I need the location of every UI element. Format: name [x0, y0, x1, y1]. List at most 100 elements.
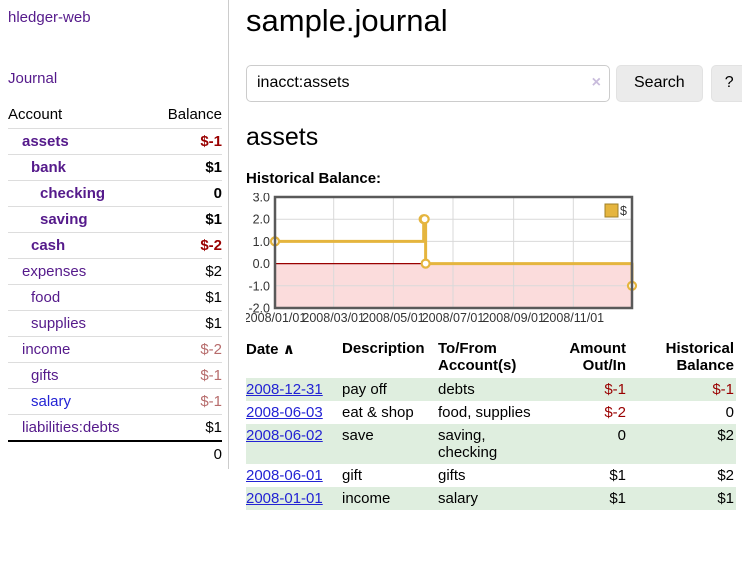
date-column-header[interactable]: Date ∧ [246, 340, 295, 358]
transaction-description: pay off [342, 377, 438, 401]
svg-text:0.0: 0.0 [253, 257, 270, 271]
account-balance: $-2 [152, 336, 222, 363]
account-row: salary $-1 [8, 388, 222, 415]
account-row: expenses $2 [8, 258, 222, 285]
account-balance-table: Account Balance assets $-1 bank $1 check… [8, 102, 222, 467]
register-row: 2008-06-01 gift gifts $1 $2 [246, 464, 736, 487]
transaction-accounts: debts [438, 377, 550, 401]
account-link[interactable]: expenses [22, 263, 87, 280]
svg-text:2008/09/01: 2008/09/01 [482, 311, 545, 325]
data-point-marker [419, 213, 430, 224]
transaction-date-link[interactable]: 2008-06-02 [246, 426, 323, 444]
account-link[interactable]: bank [31, 159, 67, 176]
transaction-balance: $2 [638, 423, 736, 464]
account-balance: $-1 [152, 388, 222, 415]
account-row: supplies $1 [8, 310, 222, 337]
transaction-date-link[interactable]: 2008-06-03 [246, 403, 323, 421]
account-total-row: 0 [8, 440, 222, 467]
main-content: sample.journal × Search ? assets Histori… [229, 0, 742, 510]
register-row: 2008-06-03 eat & shop food, supplies $-2… [246, 401, 736, 424]
transaction-date-link[interactable]: 2008-12-31 [246, 380, 323, 398]
account-link[interactable]: salary [31, 393, 72, 410]
account-balance: $1 [152, 414, 222, 441]
account-balance: $1 [152, 310, 222, 337]
account-link[interactable]: checking [40, 185, 106, 202]
account-page-title: assets [246, 122, 319, 151]
account-row: food $1 [8, 284, 222, 311]
sidebar-item-journal[interactable]: Journal [8, 70, 58, 87]
account-link[interactable]: cash [31, 237, 66, 254]
svg-text:2008/11/01: 2008/11/01 [542, 311, 604, 325]
transaction-amount: $1 [550, 486, 638, 510]
transaction-balance: $-1 [638, 377, 736, 401]
account-row: bank $1 [8, 154, 222, 181]
help-button[interactable]: ? [710, 64, 742, 102]
account-row: assets $-1 [8, 128, 222, 155]
svg-text:3.0: 3.0 [253, 193, 270, 205]
transaction-amount: $1 [609, 466, 626, 484]
account-row: cash $-2 [8, 232, 222, 259]
chart-label: Historical Balance: [246, 169, 382, 187]
register-table-body: 2008-12-31 pay off debts $-1 $-1 2008-06… [246, 377, 736, 510]
account-row: gifts $-1 [8, 362, 222, 389]
chart-border [273, 195, 634, 309]
svg-text:1.0: 1.0 [253, 235, 270, 249]
account-link[interactable]: supplies [31, 315, 87, 332]
transaction-date-link[interactable]: 2008-06-01 [246, 466, 323, 484]
account-row: checking 0 [8, 180, 222, 207]
transaction-description: income [342, 486, 438, 510]
sort-asc-icon: ∧ [282, 340, 295, 358]
balance-chart: 3.0 2.0 1.0 0.0 -1.0 -2.02008/01/012008/03/01… [246, 193, 638, 325]
account-balance: $-1 [152, 128, 222, 155]
transaction-balance: 0 [725, 403, 734, 421]
account-balance: $2 [152, 258, 222, 285]
transaction-balance: $1 [638, 486, 736, 510]
transaction-description: save [342, 423, 438, 464]
account-link[interactable]: assets [22, 133, 69, 150]
account-table-body: assets $-1 bank $1 checking 0 saving $1 … [8, 128, 222, 467]
search-form: × Search ? [246, 64, 742, 102]
account-link[interactable]: gifts [31, 367, 59, 384]
search-button[interactable]: Search [616, 64, 703, 102]
app-title-link[interactable]: hledger-web [8, 9, 91, 26]
svg-text:2008/03/01: 2008/03/01 [302, 311, 365, 325]
account-balance: $1 [152, 154, 222, 181]
amount-column-header: Amount Out/In [569, 339, 626, 374]
transaction-amount: $-1 [550, 377, 638, 401]
svg-text:2.0: 2.0 [253, 212, 270, 226]
transaction-accounts: saving, checking [438, 423, 550, 464]
transaction-balance: $2 [717, 466, 734, 484]
accounts-column-header: To/From Account(s) [438, 339, 517, 374]
account-total-spacer [8, 440, 152, 467]
data-point-marker [420, 258, 431, 269]
svg-text:-2.0: -2.0 [248, 301, 270, 315]
account-balance: $1 [152, 206, 222, 233]
sidebar: hledger-web Journal Account Balance asse… [0, 0, 229, 469]
clear-search-icon[interactable]: × [591, 73, 601, 91]
transaction-description: gift [342, 466, 363, 484]
transaction-accounts: food, supplies [438, 403, 531, 421]
description-column-header: Description [342, 339, 425, 357]
legend-swatch [604, 203, 619, 218]
search-input[interactable] [246, 64, 610, 102]
register-row: 2008-06-02 save saving, checking 0 $2 [246, 423, 736, 464]
account-link[interactable]: food [31, 289, 61, 306]
account-balance: $1 [152, 284, 222, 311]
register-table: Date ∧ Description To/From Account(s) Am… [246, 338, 736, 510]
account-balance: 0 [152, 180, 222, 207]
transaction-description: eat & shop [342, 403, 414, 421]
transaction-amount: $-2 [604, 403, 626, 421]
legend-label: $ [620, 204, 627, 218]
svg-text:-1.0: -1.0 [248, 279, 270, 293]
account-link[interactable]: income [22, 341, 71, 358]
account-total-balance: 0 [152, 440, 222, 467]
balance-column-header-main: Historical Balance [665, 339, 734, 374]
account-link[interactable]: saving [40, 211, 88, 228]
svg-text:2008/01/01: 2008/01/01 [246, 311, 306, 325]
svg-text:2008/05/01: 2008/05/01 [362, 311, 425, 325]
register-header-row: Date ∧ Description To/From Account(s) Am… [246, 338, 736, 378]
account-link[interactable]: liabilities:debts [22, 419, 120, 436]
account-row: liabilities:debts $1 [8, 414, 222, 441]
transaction-date-link[interactable]: 2008-01-01 [246, 489, 323, 507]
